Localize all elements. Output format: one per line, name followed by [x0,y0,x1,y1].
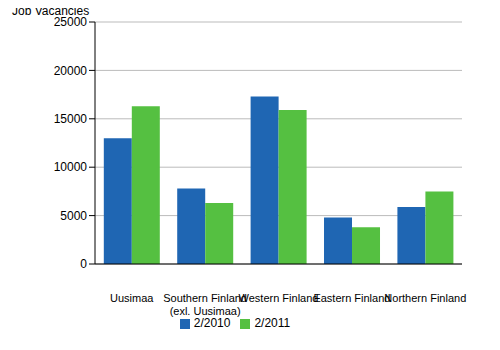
svg-text:Western Finland: Western Finland [239,292,319,304]
svg-text:Southern Finland(exl. Uusimaa): Southern Finland(exl. Uusimaa) [163,292,247,317]
html-text:Job Vacancies: Job Vacancies [12,4,90,18]
html-text:2/2011: 2/2011 [254,316,291,330]
svg-text:25000: 25000 [54,15,88,29]
svg-text:Northern Finland: Northern Finland [384,292,466,304]
html-text:2/2010: 2/2010 [193,316,231,330]
svg-text:Uusimaa: Uusimaa [110,292,154,304]
svg-text:10000: 10000 [54,160,88,174]
svg-text:20000: 20000 [54,64,88,78]
svg-text:15000: 15000 [54,112,88,126]
svg-text:5000: 5000 [60,209,87,223]
svg-text:0: 0 [80,257,87,271]
svg-text:Eastern Finland: Eastern Finland [313,292,390,304]
